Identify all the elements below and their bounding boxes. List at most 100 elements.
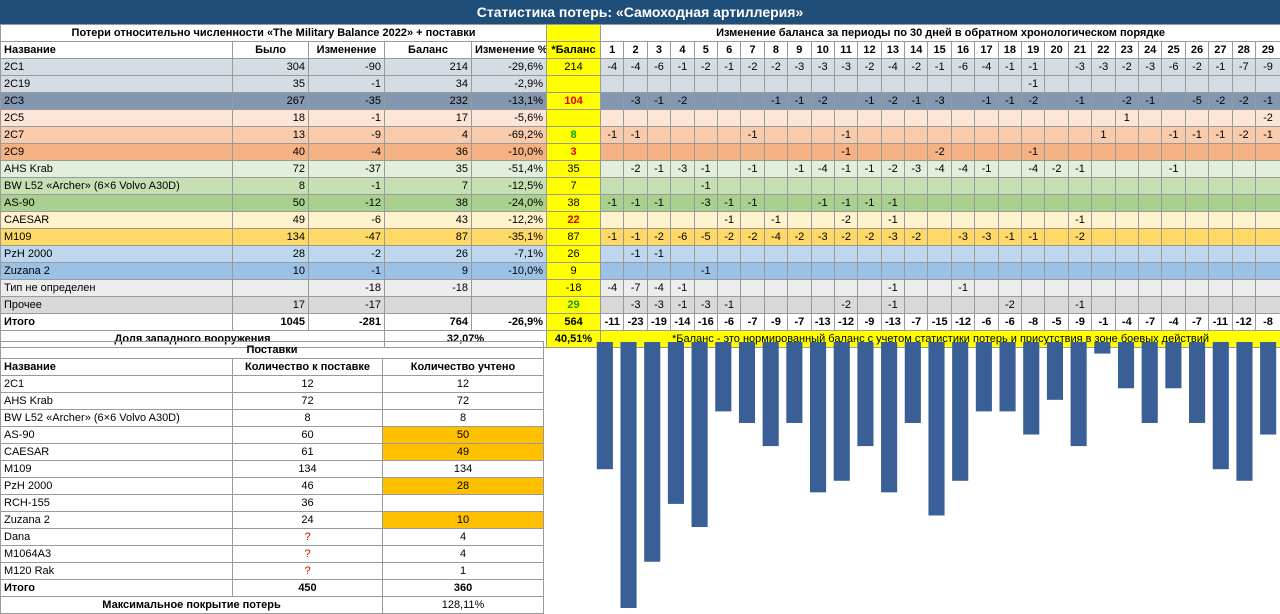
period-cell [1022, 212, 1045, 229]
period-cell [1232, 195, 1255, 212]
period-cell: -2 [1209, 93, 1232, 110]
period-cell: -1 [671, 59, 694, 76]
period-header: 1 [601, 42, 624, 59]
period-cell: -2 [858, 59, 881, 76]
period-cell: -1 [694, 161, 717, 178]
period-cell [834, 246, 857, 263]
period-cell: -1 [951, 280, 974, 297]
period-cell: -1 [741, 195, 764, 212]
period-cell [1115, 178, 1138, 195]
row-balance: 232 [385, 93, 472, 110]
period-cell [717, 280, 740, 297]
period-cell: -3 [928, 93, 951, 110]
supply-ordered: 46 [233, 478, 383, 495]
period-cell [881, 144, 904, 161]
period-header: 4 [671, 42, 694, 59]
period-cell [1092, 93, 1115, 110]
period-cell: -1 [998, 229, 1021, 246]
period-cell [998, 110, 1021, 127]
supply-counted [383, 495, 544, 512]
period-cell: -2 [1068, 229, 1091, 246]
period-cell [1209, 263, 1232, 280]
period-header: 21 [1068, 42, 1091, 59]
period-cell: -1 [1162, 127, 1185, 144]
period-cell: -3 [975, 229, 998, 246]
period-cell [998, 144, 1021, 161]
period-cell [1115, 229, 1138, 246]
period-cell: -9 [1255, 59, 1280, 76]
bar-period-26 [1189, 342, 1205, 423]
total-period-cell: -7 [741, 314, 764, 331]
period-cell [1045, 76, 1068, 93]
period-header: 27 [1209, 42, 1232, 59]
total-period-cell: -8 [1022, 314, 1045, 331]
period-cell [764, 195, 787, 212]
total-balance: 764 [385, 314, 472, 331]
period-cell [951, 93, 974, 110]
period-cell [858, 127, 881, 144]
supply-ordered: 72 [233, 393, 383, 410]
bar-period-2 [620, 342, 636, 608]
bar-period-1 [597, 342, 613, 469]
supply-ordered: 60 [233, 427, 383, 444]
bar-period-9 [786, 342, 802, 423]
row-balance: -18 [385, 280, 472, 297]
row-change-pct: -69,2% [472, 127, 547, 144]
period-cell [1139, 246, 1162, 263]
row-change-pct: -10,0% [472, 263, 547, 280]
period-cell: -1 [764, 212, 787, 229]
period-cell [647, 76, 670, 93]
period-cell [1045, 297, 1068, 314]
row-change-pct: -7,1% [472, 246, 547, 263]
period-cell [834, 263, 857, 280]
period-cell [928, 76, 951, 93]
row-change-pct: -51,4% [472, 161, 547, 178]
row-norm-balance: 8 [547, 127, 601, 144]
period-cell [1068, 178, 1091, 195]
losses-table: Потери относительно численности «The Mil… [0, 24, 1280, 348]
supply-name: AS-90 [1, 427, 233, 444]
period-cell: -1 [694, 263, 717, 280]
period-cell [811, 280, 834, 297]
row-change: -4 [309, 144, 385, 161]
period-cell [1162, 93, 1185, 110]
period-cell [741, 280, 764, 297]
period-cell [601, 110, 624, 127]
period-cell [694, 212, 717, 229]
period-cell [905, 212, 928, 229]
row-had: 72 [233, 161, 309, 178]
total-period-cell: -12 [834, 314, 857, 331]
period-cell: -1 [601, 127, 624, 144]
total-period-cell: -7 [905, 314, 928, 331]
period-cell: -1 [671, 297, 694, 314]
period-cell [647, 110, 670, 127]
period-cell [1139, 76, 1162, 93]
period-cell [998, 263, 1021, 280]
period-cell [1185, 110, 1208, 127]
period-cell: -1 [1139, 93, 1162, 110]
row-change-pct: -29,6% [472, 59, 547, 76]
period-cell: -3 [671, 161, 694, 178]
period-cell [1185, 263, 1208, 280]
total-period-cell: -1 [1092, 314, 1115, 331]
period-cell: -2 [1045, 161, 1068, 178]
row-balance [385, 297, 472, 314]
supply-name: PzH 2000 [1, 478, 233, 495]
period-cell: -2 [1255, 110, 1280, 127]
row-norm-balance [547, 110, 601, 127]
period-cell [1232, 144, 1255, 161]
row-norm-balance: 7 [547, 178, 601, 195]
period-cell [1045, 93, 1068, 110]
bar-period-10 [810, 342, 826, 492]
period-cell [1209, 280, 1232, 297]
row-change-pct: -12,5% [472, 178, 547, 195]
table-row: Тип не определен-18-18-18-4-7-4-1-1-1 [1, 280, 1280, 297]
period-cell [1209, 229, 1232, 246]
supply-name: Dana [1, 529, 233, 546]
period-cell [998, 280, 1021, 297]
period-cell [1092, 280, 1115, 297]
row-norm-balance: 214 [547, 59, 601, 76]
period-cell [858, 144, 881, 161]
